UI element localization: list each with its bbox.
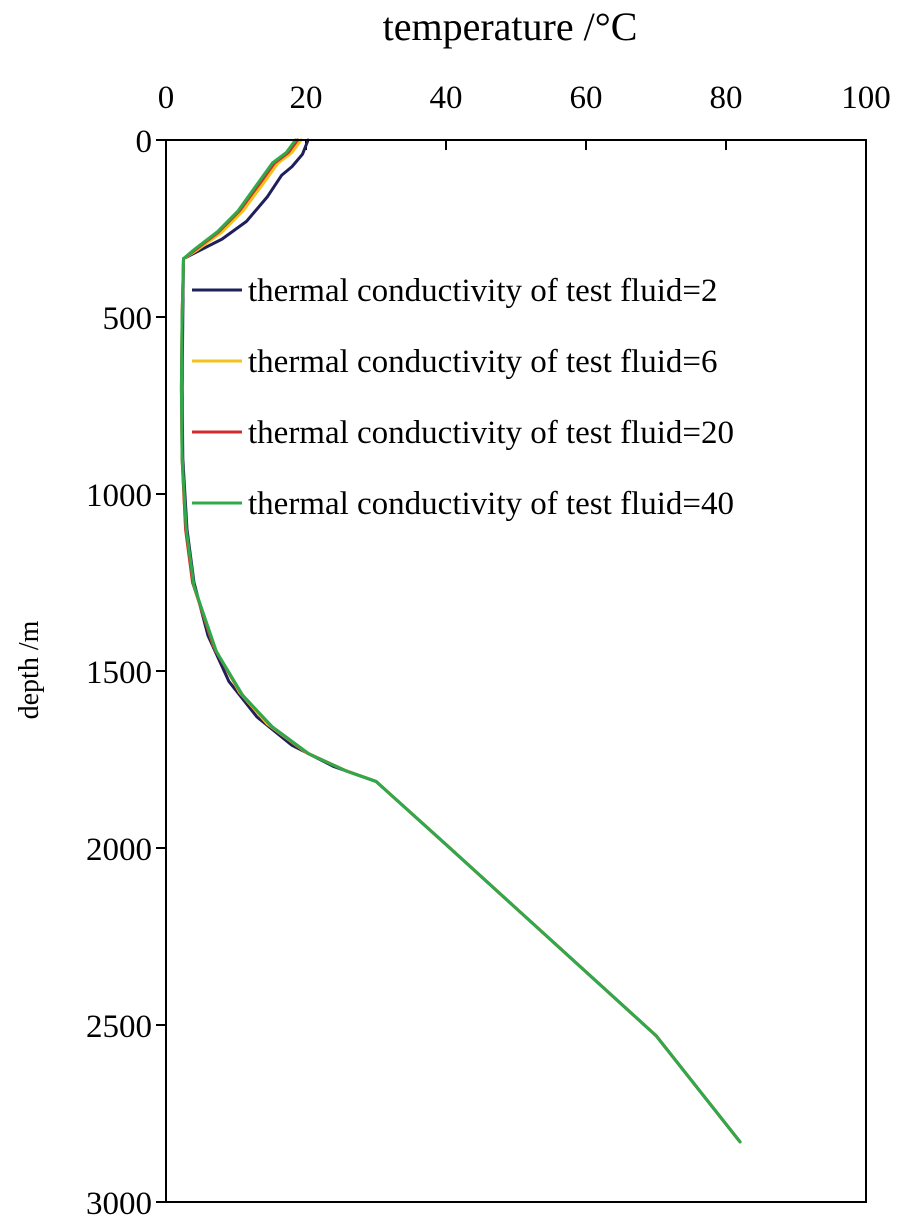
x-tick-label: 20 bbox=[290, 80, 323, 116]
x-tick-label: 60 bbox=[570, 80, 603, 116]
y-tick-label: 2000 bbox=[86, 832, 152, 868]
y-tick-group: 0 500 1000 1500 2000 2500 3000 bbox=[86, 124, 166, 1220]
y-tick-label: 500 bbox=[103, 301, 153, 337]
series-group bbox=[179, 138, 742, 1144]
legend: thermal conductivity of test fluid=2 ther… bbox=[192, 273, 734, 522]
y-axis-title: depth /m bbox=[14, 620, 45, 719]
x-tick-label: 0 bbox=[158, 80, 175, 116]
x-axis-title: temperature /°C bbox=[383, 4, 638, 49]
series-line-4 bbox=[179, 138, 742, 1144]
y-tick-label: 3000 bbox=[86, 1186, 152, 1220]
x-tick-label: 80 bbox=[710, 80, 743, 116]
legend-label-1: thermal conductivity of test fluid=2 bbox=[248, 273, 718, 309]
x-tick-group: 0 20 40 60 80 100 bbox=[158, 80, 891, 150]
y-tick-label: 0 bbox=[136, 124, 153, 160]
legend-label-4: thermal conductivity of test fluid=40 bbox=[248, 486, 734, 522]
y-tick-label: 1500 bbox=[86, 655, 152, 691]
x-tick-label: 40 bbox=[430, 80, 463, 116]
legend-label-2: thermal conductivity of test fluid=6 bbox=[248, 344, 718, 380]
plot-area-frame bbox=[165, 139, 867, 1203]
y-tick-label: 2500 bbox=[86, 1009, 152, 1045]
x-tick-label: 100 bbox=[841, 80, 891, 116]
y-tick-label: 1000 bbox=[86, 478, 152, 514]
legend-label-3: thermal conductivity of test fluid=20 bbox=[248, 415, 734, 451]
